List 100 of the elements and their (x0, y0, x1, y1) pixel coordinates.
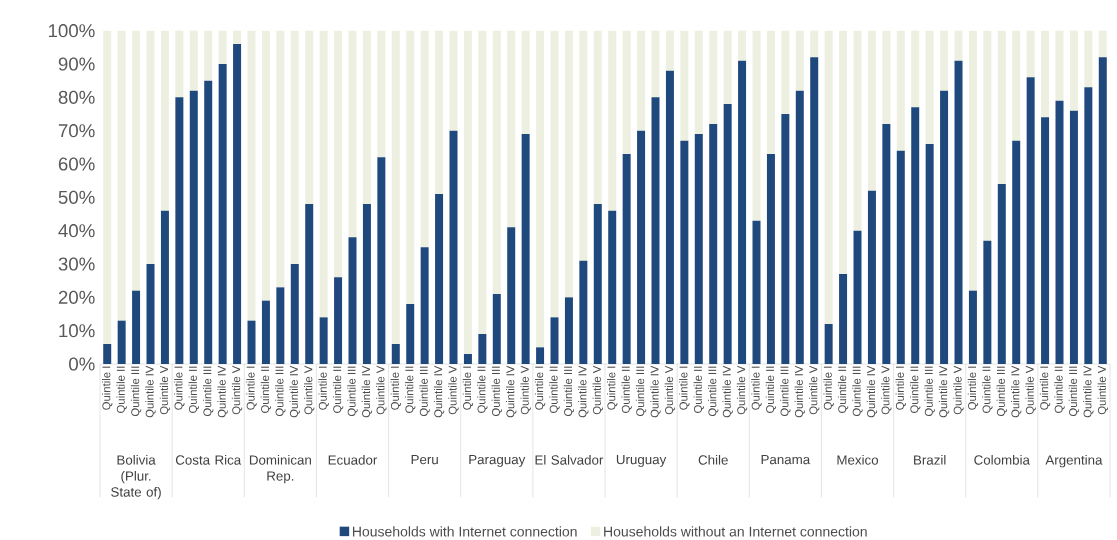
bar (579, 260, 588, 364)
x-tick-label: Quintile IV (794, 365, 805, 418)
bar (406, 30, 415, 304)
bar (463, 354, 472, 364)
x-tick-label: Quintile II (188, 366, 199, 413)
bar (896, 150, 905, 364)
bar (406, 304, 415, 364)
bar (651, 30, 660, 98)
bar (723, 104, 732, 364)
x-tick-label: Quintile V (664, 365, 676, 415)
bar (766, 154, 775, 364)
x-tick-label: Quintile V (592, 365, 603, 415)
bar (1041, 30, 1050, 118)
bar (997, 30, 1006, 184)
x-tick-label: Quintile V (953, 365, 964, 415)
bar (449, 30, 458, 131)
text: Peru (411, 454, 438, 465)
x-tick-label: Quintile III (491, 366, 502, 417)
bar (709, 30, 718, 124)
bar (593, 30, 602, 205)
bar (362, 30, 371, 205)
bar (420, 30, 429, 248)
bar (132, 290, 141, 364)
bar (536, 347, 545, 364)
bar (247, 320, 256, 364)
bar (377, 157, 386, 364)
bar (1055, 30, 1064, 101)
bar (853, 30, 862, 231)
bar (276, 30, 285, 288)
x-tick-label: Quintile III (852, 366, 863, 417)
bar (651, 97, 660, 364)
bar (362, 204, 371, 364)
bar (348, 237, 357, 364)
x-tick-label: Quintile V (881, 365, 892, 415)
x-tick-label: Quintile I (1039, 366, 1051, 410)
bar (449, 130, 458, 364)
legend-label: Households with Internet connection (352, 526, 577, 537)
x-tick-label: Quintile V (448, 365, 459, 415)
bar (925, 30, 934, 144)
bar (247, 30, 256, 321)
bar (478, 30, 487, 335)
x-tick-label: Quintile IV (722, 365, 733, 418)
x-tick-label: Quintile IV (938, 365, 950, 418)
bar (839, 274, 848, 364)
bar (435, 30, 444, 194)
bar (305, 204, 314, 364)
x-tick-label: Quintile II (260, 366, 272, 413)
bar (896, 30, 905, 151)
bar (954, 60, 963, 364)
bar (608, 30, 617, 211)
x-tick-label: Quintile III (275, 366, 286, 417)
x-tick-label: Quintile I (462, 366, 474, 410)
x-tick-label: Quintile I (534, 366, 546, 410)
bar (492, 294, 501, 364)
text: Panama (761, 454, 811, 465)
bar (622, 154, 631, 364)
bar (334, 30, 343, 278)
x-tick-label: Quintile IV (361, 365, 373, 418)
bar (103, 30, 112, 344)
bar (665, 30, 674, 71)
bar (319, 30, 328, 318)
x-tick-label: Quintile III (419, 366, 430, 417)
text: Ecuador (328, 454, 378, 465)
x-tick-label: Quintile I (174, 366, 185, 410)
bar (579, 30, 588, 261)
bar (204, 80, 213, 364)
text: Bolivia (Plur. State of) (111, 454, 161, 500)
x-tick-label: Quintile II (549, 366, 560, 413)
bar (1026, 30, 1035, 78)
x-tick-label: Quintile I (751, 366, 762, 410)
y-tick-label: 20% (58, 290, 95, 304)
bar (752, 30, 761, 221)
x-tick-label: Quintile V (159, 365, 171, 415)
bar (665, 70, 674, 364)
bar (305, 30, 314, 205)
bar (795, 30, 804, 91)
bar (132, 30, 141, 291)
bar (117, 320, 126, 364)
bar (218, 64, 227, 364)
y-tick-label: 90% (58, 57, 95, 71)
y-tick-label: 100% (48, 24, 95, 38)
x-tick-label: Quintile IV (1011, 365, 1022, 418)
x-tick-label: Quintile II (477, 366, 488, 413)
x-tick-label: Quintile I (246, 366, 257, 410)
x-tick-label: Quintile V (1025, 365, 1036, 415)
bar (637, 130, 646, 364)
bar (781, 30, 790, 114)
bar (175, 97, 184, 364)
bar (637, 30, 646, 131)
bar (348, 30, 357, 238)
bar (420, 247, 429, 364)
bar (478, 334, 487, 364)
legend-label: Households without an Internet connection (604, 526, 867, 537)
x-tick-label: Quintile III (635, 366, 647, 417)
bar (261, 300, 270, 364)
x-tick-label: Quintile II (621, 366, 632, 413)
bar (795, 90, 804, 364)
x-tick-label: Quintile IV (1083, 365, 1094, 418)
bar (968, 290, 977, 364)
bar (290, 30, 299, 265)
